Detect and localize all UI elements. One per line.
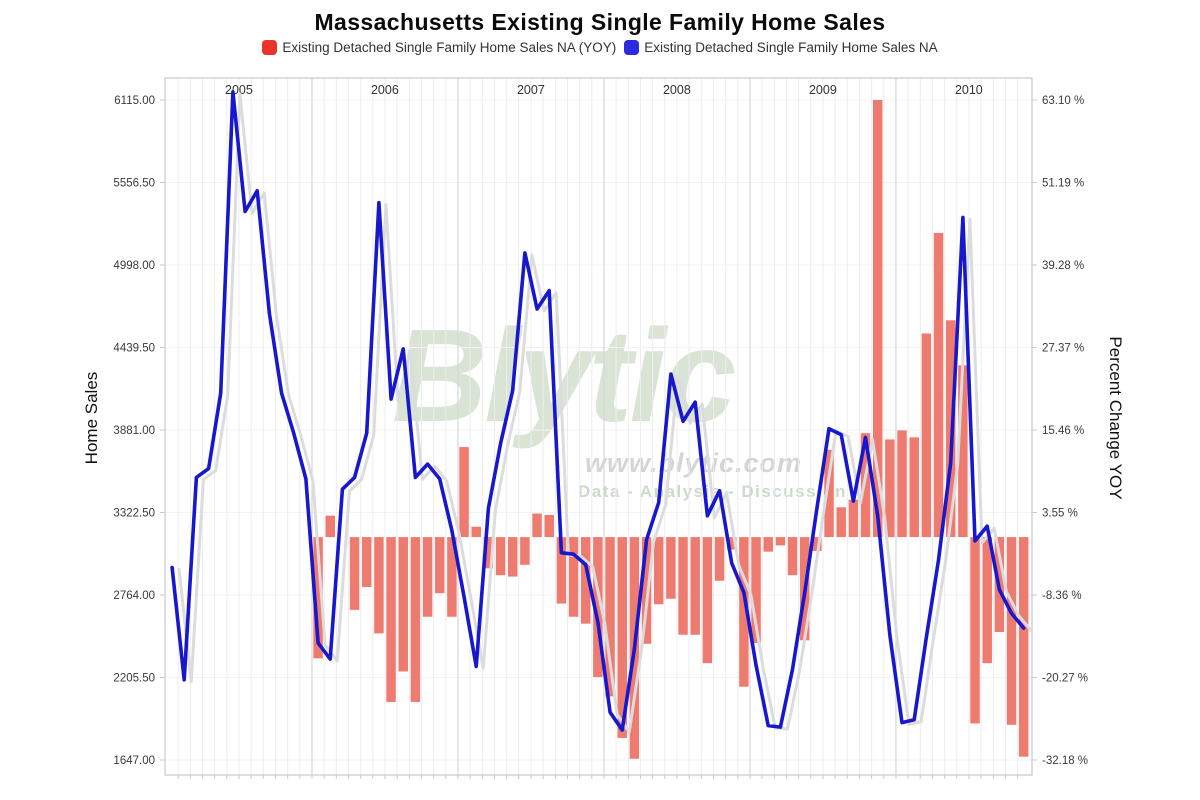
plot-border [164, 77, 1033, 776]
watermark-url: www.blytic.com [585, 448, 803, 478]
left-tick-label: 4439.50 [113, 343, 155, 355]
yoy-bar [690, 537, 700, 635]
yoy-bar [483, 537, 494, 569]
right-tick-label: 51.19 % [1042, 178, 1084, 190]
yoy-bar [447, 537, 457, 617]
yoy-bar [885, 439, 895, 538]
left-tick-label: 6115.00 [114, 95, 155, 107]
left-tick-label: 5556.50 [113, 178, 155, 190]
yoy-bar [459, 447, 469, 538]
yoy-bar [726, 537, 737, 550]
yoy-bar [933, 232, 944, 538]
yoy-bar [775, 537, 786, 546]
year-label: 2007 [517, 83, 545, 97]
yoy-bar [544, 514, 554, 538]
legend-swatch-red-icon [262, 40, 278, 55]
yoy-bar [702, 537, 713, 664]
yoy-bar [714, 537, 725, 581]
yoy-bar [532, 513, 542, 538]
yoy-bar [824, 449, 834, 538]
yoy-bar [970, 537, 980, 724]
year-label: 2008 [663, 83, 691, 97]
yoy-bar [495, 537, 506, 576]
yoy-bar [751, 537, 761, 644]
left-tick-label: 2205.50 [113, 673, 155, 685]
right-tick-label: 3.55 % [1042, 508, 1078, 520]
right-tick-label: 27.37 % [1042, 343, 1084, 355]
left-tick-label: 3322.50 [113, 508, 155, 520]
yoy-bar [1018, 537, 1029, 757]
yoy-bar [836, 507, 846, 538]
yoy-bar [580, 537, 591, 624]
legend-label-yoy: Existing Detached Single Family Home Sal… [282, 40, 617, 55]
yoy-bar [921, 333, 932, 538]
yoy-bar [787, 537, 798, 576]
left-tick-label: 3881.00 [113, 425, 155, 437]
yoy-bar [872, 100, 883, 538]
yoy-bar [909, 437, 919, 538]
yoy-bar [386, 537, 396, 702]
yoy-bar [605, 537, 615, 697]
sales-line-shadow [177, 92, 1033, 734]
yoy-bar [471, 526, 481, 538]
right-tick-label: -20.27 % [1042, 673, 1088, 685]
year-label: 2010 [955, 83, 983, 97]
legend-item-sales: Existing Detached Single Family Home Sal… [624, 40, 938, 55]
right-tick-label: 39.28 % [1042, 260, 1084, 272]
sales-line [170, 90, 1026, 732]
right-tick-label: 15.46 % [1042, 425, 1084, 437]
year-label: 2006 [371, 83, 399, 97]
yoy-bar [666, 537, 676, 599]
yoy-bar [763, 537, 773, 552]
yoy-bar [410, 537, 421, 702]
yoy-bar [897, 430, 907, 538]
right-tick-label: 63.10 % [1042, 95, 1084, 107]
yoy-bar [434, 537, 445, 594]
left-tick-label: 1647.00 [113, 755, 155, 767]
yoy-bar [398, 537, 408, 672]
right-tick-label: -8.36 % [1042, 590, 1082, 602]
chart-title: Massachusetts Existing Single Family Hom… [314, 9, 886, 35]
yoy-bar [848, 499, 859, 538]
yoy-bar [556, 537, 567, 604]
yoy-bar [422, 537, 433, 617]
yoy-bar [568, 537, 579, 617]
legend-swatch-blue-icon [624, 40, 640, 55]
legend-item-yoy: Existing Detached Single Family Home Sal… [262, 40, 616, 55]
yoy-bar [982, 537, 992, 664]
yoy-bar [520, 537, 530, 565]
yoy-bar [958, 365, 968, 538]
legend: Existing Detached Single Family Home Sal… [0, 40, 1200, 55]
year-label: 2009 [809, 83, 837, 97]
yoy-bar [325, 515, 335, 538]
yoy-bar [593, 537, 603, 678]
yoy-bar [313, 537, 323, 659]
yoy-bar [641, 537, 652, 644]
yoy-bar [860, 433, 871, 538]
yoy-bar [349, 537, 360, 610]
yoy-bar [507, 537, 518, 577]
legend-label-sales: Existing Detached Single Family Home Sal… [644, 40, 938, 55]
yoy-bar [739, 537, 749, 687]
yoy-bar [653, 537, 664, 605]
yoy-bar [678, 537, 688, 635]
left-tick-label: 2764.00 [113, 590, 155, 602]
right-tick-label: -32.18 % [1042, 755, 1088, 767]
yoy-bar [374, 537, 384, 634]
yoy-bar [812, 537, 822, 551]
yoy-bar [617, 537, 627, 738]
left-tick-label: 4998.00 [113, 260, 155, 272]
yoy-bar [1006, 537, 1017, 725]
yoy-bar [361, 537, 372, 587]
